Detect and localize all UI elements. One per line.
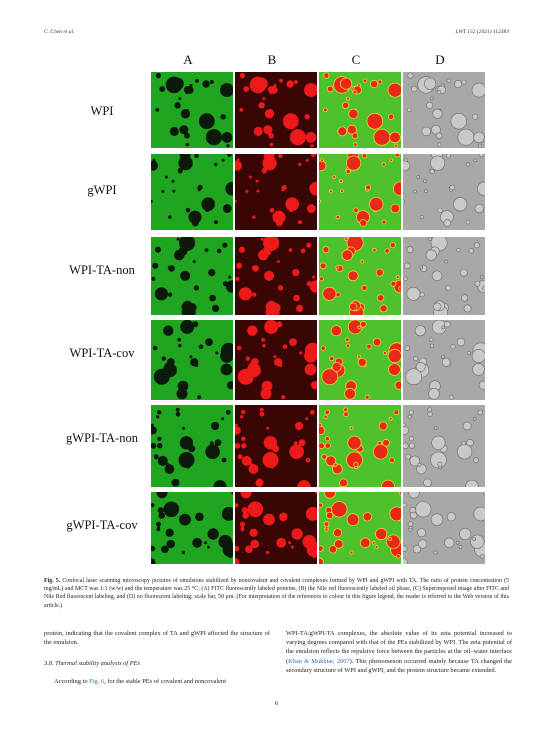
- micrograph-c-1: [319, 72, 401, 148]
- row-label-wpi: WPI: [90, 104, 114, 118]
- column-label-a: A: [183, 52, 193, 67]
- micrograph-a-1: [151, 72, 233, 148]
- micrograph-b-3: [235, 237, 317, 315]
- section-heading: 3.8. Thermal stability analysis of PEs: [44, 660, 141, 668]
- micrograph-c-4: [319, 320, 401, 400]
- micrograph-c-5: [319, 405, 401, 487]
- column-label-b: B: [267, 52, 277, 67]
- running-header-journal: LWT 152 (2021) 112383: [455, 29, 509, 35]
- running-header-authors: C. Chen et al.: [44, 29, 75, 35]
- micrograph-b-5: [235, 405, 317, 487]
- column-label-d: D: [435, 52, 445, 67]
- row-label-gwpi: gWPI: [87, 183, 117, 197]
- micrograph-a-5: [151, 405, 233, 487]
- caption-text: Confocal laser scanning microscopy pictu…: [44, 578, 509, 609]
- citation-link[interactable]: Khan & Mukhtar, 2007: [288, 657, 350, 665]
- figure-caption: Fig. 5. Confocal laser scanning microsco…: [44, 577, 509, 610]
- row-label-gwpi-ta-cov: gWPI-TA-cov: [66, 518, 138, 532]
- micrograph-b-1: [235, 72, 317, 148]
- column-label-c: C: [351, 52, 361, 67]
- micrograph-c-3: [319, 237, 401, 315]
- micrograph-d-2: [403, 154, 485, 230]
- row-label-wpi-ta-cov: WPI-TA-cov: [69, 346, 135, 360]
- micrograph-b-2: [235, 154, 317, 230]
- body-column-right: WPI-TA/gWPI-TA complexes, the absolute v…: [286, 630, 512, 674]
- micrograph-a-2: [151, 154, 233, 230]
- micrograph-a-4: [151, 320, 233, 400]
- body-column-left: protein, indicating that the covalent co…: [44, 629, 270, 686]
- row-label-gwpi-ta-non: gWPI-TA-non: [66, 431, 138, 445]
- micrograph-d-6: [403, 492, 485, 564]
- micrograph-d-5: [403, 405, 485, 487]
- micrograph-c-6: [319, 492, 401, 564]
- micrograph-c-2: [319, 154, 401, 230]
- micrograph-a-6: [151, 492, 233, 564]
- caption-label: Fig. 5.: [44, 578, 61, 584]
- page-number: 6: [274, 700, 279, 707]
- micrograph-d-4: [403, 320, 485, 400]
- figure-link[interactable]: Fig. 6: [89, 677, 105, 685]
- micrograph-d-3: [403, 237, 485, 315]
- paragraph-zeta: WPI-TA/gWPI-TA complexes, the absolute v…: [286, 630, 512, 665]
- row-label-wpi-ta-non: WPI-TA-non: [69, 263, 135, 277]
- micrograph-b-6: [235, 492, 317, 564]
- paragraph-continuation: protein, indicating that the covalent co…: [44, 630, 270, 647]
- paragraph-thermal: According to Fig. 6, for the stable PEs …: [54, 677, 226, 685]
- micrograph-d-1: [403, 72, 485, 148]
- micrograph-a-3: [151, 237, 233, 315]
- micrograph-b-4: [235, 320, 317, 400]
